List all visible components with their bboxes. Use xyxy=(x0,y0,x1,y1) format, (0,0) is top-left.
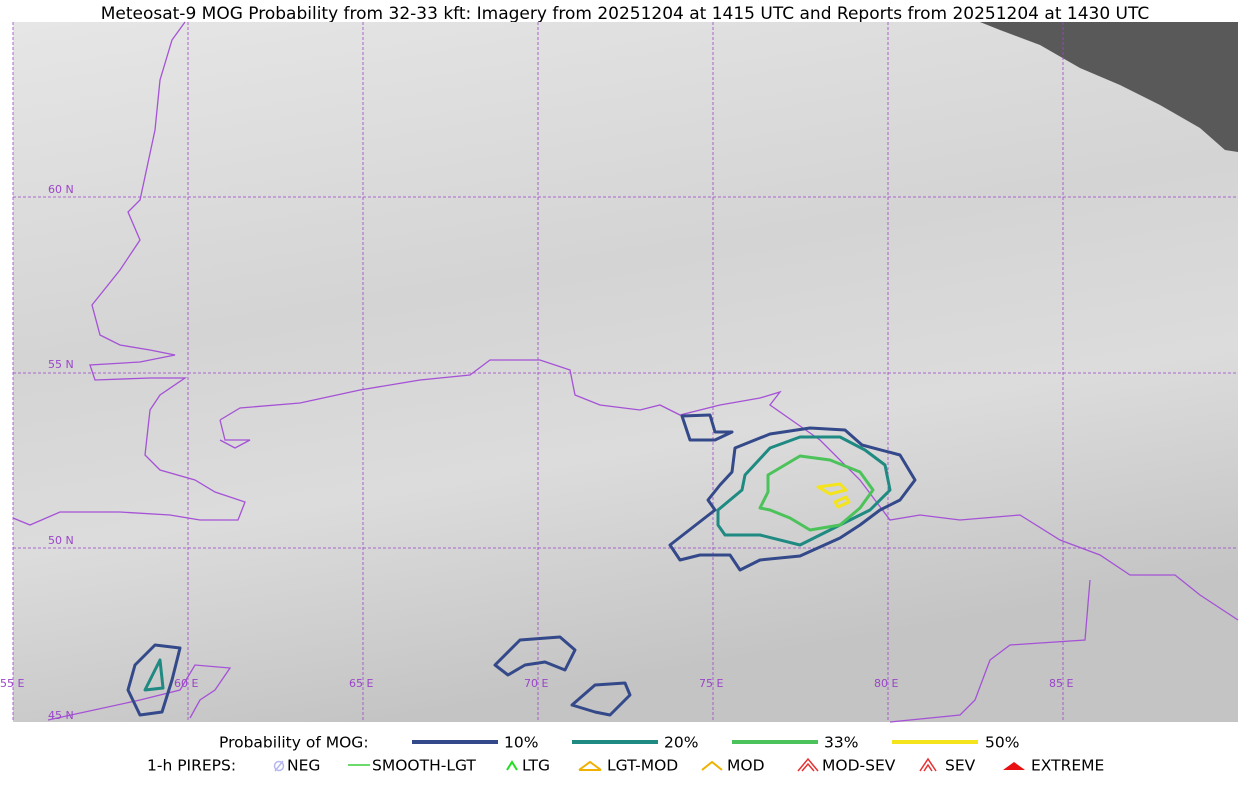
pirep-label: MOD xyxy=(727,757,765,775)
contour-10 xyxy=(570,681,632,717)
lat-label: 45 N xyxy=(48,709,74,722)
border xyxy=(219,419,251,449)
lon-label: 65 E xyxy=(349,677,373,690)
border xyxy=(219,359,1239,621)
border xyxy=(47,664,232,721)
contour-33 xyxy=(758,454,875,532)
lgt-mod-icon xyxy=(578,760,602,771)
ltg-icon xyxy=(506,760,518,771)
neg-icon xyxy=(273,760,285,772)
no-data-area xyxy=(980,22,1238,152)
pirep-label: EXTREME xyxy=(1031,757,1104,775)
legend-label: 50% xyxy=(985,734,1019,752)
legend-title: Probability of MOG: xyxy=(219,734,369,752)
pirep-label: MOD-SEV xyxy=(822,757,896,775)
border xyxy=(12,21,246,526)
pirep-label: NEG xyxy=(287,757,320,775)
lat-label: 50 N xyxy=(48,534,74,547)
legend-label: 33% xyxy=(824,734,858,752)
lon-label: 55 E xyxy=(0,677,24,690)
contour-20 xyxy=(716,435,892,547)
mod-sev-icon xyxy=(797,757,819,772)
lat-label: 55 N xyxy=(48,358,74,371)
mod-icon xyxy=(701,760,723,771)
mod-sev-icon xyxy=(801,762,815,772)
pirep-label: LTG xyxy=(522,757,550,775)
lon-label: 70 E xyxy=(524,677,548,690)
extreme-icon xyxy=(1003,762,1025,770)
pirep-label: SEV xyxy=(945,757,976,775)
map: 60 N 55 N 50 N 45 N 55 E 60 E 65 E 70 E … xyxy=(0,21,1239,723)
contour-50 xyxy=(816,482,851,509)
border xyxy=(889,579,1091,723)
borders xyxy=(12,21,1239,723)
contour-10 xyxy=(493,635,577,677)
satellite-imagery xyxy=(13,22,1238,722)
lon-label: 85 E xyxy=(1049,677,1073,690)
sev-icon xyxy=(919,757,937,772)
title: Meteosat-9 MOG Probability from 32-33 kf… xyxy=(101,4,1150,24)
contour-10 xyxy=(680,413,734,442)
pirep-label: SMOOTH-LGT xyxy=(372,757,476,775)
legend-title: 1-h PIREPS: xyxy=(147,757,236,775)
contour-10 xyxy=(668,426,917,572)
contour-10 xyxy=(126,643,182,717)
contour-20 xyxy=(143,658,165,692)
neg-icon xyxy=(274,760,284,772)
legend: Probability of MOG: 10% 20% 33% 50% 1-h … xyxy=(147,734,1104,775)
lat-label: 60 N xyxy=(48,183,74,196)
legend-label: 10% xyxy=(504,734,538,752)
legend-label: 20% xyxy=(664,734,698,752)
lon-label: 60 E xyxy=(174,677,198,690)
pirep-label: LGT-MOD xyxy=(607,757,678,775)
sev-icon xyxy=(923,763,933,772)
graticule xyxy=(12,22,1238,722)
map-labels: 60 N 55 N 50 N 45 N 55 E 60 E 65 E 70 E … xyxy=(0,183,1073,722)
lon-label: 75 E xyxy=(699,677,723,690)
mog-contours xyxy=(126,413,917,717)
lon-label: 80 E xyxy=(874,677,898,690)
